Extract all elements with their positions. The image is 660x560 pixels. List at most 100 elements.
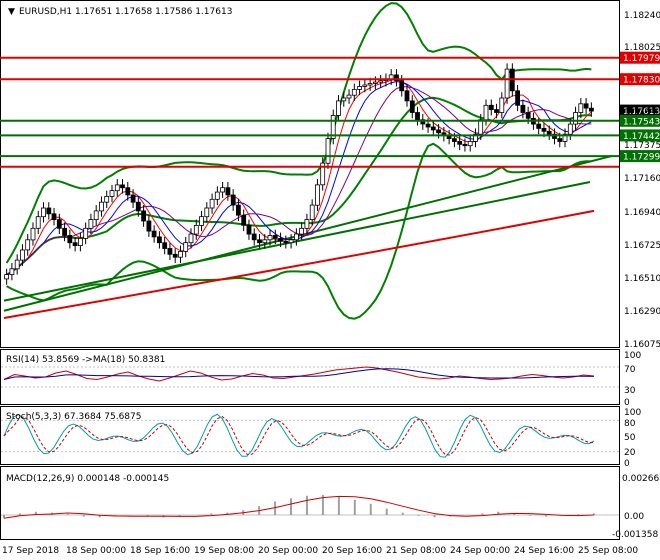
stoch-signal-line bbox=[3, 416, 595, 456]
triangle-down-icon[interactable]: ▼ bbox=[8, 7, 15, 17]
candle-body bbox=[146, 220, 152, 232]
candle-body bbox=[536, 123, 542, 129]
candle-body bbox=[304, 219, 310, 229]
price-tag-label: 1.17442 bbox=[623, 132, 660, 142]
candle-body bbox=[72, 242, 78, 246]
stoch-axis-label: 100 bbox=[624, 408, 641, 418]
candle-body bbox=[420, 119, 426, 125]
candle-body bbox=[41, 207, 46, 218]
candle-body bbox=[525, 112, 531, 119]
candle-body bbox=[362, 84, 368, 87]
bollinger-upper-band bbox=[5, 2, 592, 264]
candle-body bbox=[62, 227, 67, 236]
candle-body bbox=[30, 227, 36, 241]
candle-body bbox=[220, 187, 226, 193]
candle-body bbox=[473, 133, 478, 142]
candle-body bbox=[78, 237, 83, 246]
candle-body bbox=[125, 187, 131, 196]
candle-body bbox=[283, 240, 289, 244]
candle-body bbox=[46, 207, 52, 215]
candle-body bbox=[183, 242, 189, 252]
candle-body bbox=[204, 207, 210, 218]
candle-body bbox=[399, 80, 405, 92]
macd-panel-frame bbox=[0, 466, 620, 540]
candle-body bbox=[267, 235, 273, 241]
candle-body bbox=[288, 239, 294, 244]
candle-body bbox=[9, 268, 15, 275]
time-axis-label: 19 Sep 08:00 bbox=[194, 546, 254, 556]
time-axis-label: 25 Sep 08:00 bbox=[578, 546, 638, 556]
time-axis-label: 24 Sep 00:00 bbox=[450, 546, 510, 556]
candle-body bbox=[404, 90, 410, 102]
rsi-signal-line bbox=[3, 368, 595, 380]
candle-body bbox=[330, 115, 336, 139]
candle-body bbox=[88, 219, 94, 229]
price-tag-label: 1.17979 bbox=[623, 54, 660, 64]
symbol-header: EURUSD,H1 1.17651 1.17658 1.17586 1.1761… bbox=[19, 7, 232, 17]
candle-body bbox=[141, 210, 147, 222]
rsi-axis-label: 70 bbox=[624, 365, 636, 375]
candle-body bbox=[25, 239, 31, 251]
price-tag bbox=[620, 150, 660, 163]
price-axis-label: 1.16075 bbox=[624, 340, 660, 350]
candle-body bbox=[156, 236, 162, 244]
rsi-axis-label: 100 bbox=[624, 351, 641, 361]
candle-body bbox=[99, 201, 104, 212]
stoch-series-layer bbox=[1, 413, 619, 458]
candle-body bbox=[178, 250, 183, 258]
candle-body bbox=[457, 140, 463, 145]
candle-body bbox=[394, 74, 399, 82]
candle-body bbox=[4, 274, 9, 280]
candle-body bbox=[467, 140, 473, 147]
candle-body bbox=[56, 219, 62, 229]
long-moving-average bbox=[3, 209, 595, 319]
candle-body bbox=[478, 119, 484, 135]
candle-body bbox=[109, 190, 115, 197]
candle-body bbox=[214, 191, 220, 200]
rsi-axis-label: 30 bbox=[624, 386, 636, 396]
macd-axis-label: 0.002668 bbox=[622, 474, 660, 484]
rsi-label: RSI(14) 53.8569 ->MA(18) 50.8381 bbox=[6, 355, 165, 365]
candle-body bbox=[230, 194, 236, 206]
candle-body bbox=[314, 184, 320, 206]
slow-moving-average bbox=[6, 86, 592, 276]
candle-body bbox=[193, 224, 199, 235]
candle-body bbox=[367, 83, 373, 86]
candle-body bbox=[415, 112, 420, 121]
time-axis-label: 20 Sep 16:00 bbox=[322, 546, 382, 556]
candle-body bbox=[499, 97, 505, 113]
candle-body bbox=[135, 201, 141, 212]
candle-body bbox=[567, 123, 573, 135]
candle-body bbox=[351, 89, 357, 96]
mid-moving-average bbox=[6, 81, 592, 276]
candle-body bbox=[51, 213, 57, 221]
candle-body bbox=[541, 127, 547, 132]
candle-body bbox=[67, 235, 73, 244]
stoch-label: Stoch(5,3,3) 67.3684 75.6875 bbox=[6, 412, 141, 422]
candle-body bbox=[425, 123, 431, 128]
candle-body bbox=[235, 204, 241, 216]
candle-body bbox=[357, 86, 363, 90]
horizontal-levels-layer bbox=[0, 56, 619, 168]
candle-body bbox=[504, 68, 510, 99]
candle-body bbox=[346, 94, 352, 99]
candle-body bbox=[151, 230, 157, 238]
stoch-axis-label: 20 bbox=[624, 448, 636, 458]
candle-body bbox=[299, 227, 305, 235]
candle-body bbox=[409, 100, 415, 113]
price-tag bbox=[620, 129, 660, 142]
price-tag bbox=[620, 104, 660, 117]
macd-label: MACD(12,26,9) 0.000148 -0.000145 bbox=[6, 474, 169, 484]
candle-body bbox=[589, 107, 594, 112]
rsi-axis-label: 0 bbox=[624, 398, 630, 408]
macd-axis-label: -0.001358 bbox=[612, 530, 658, 540]
price-axis-label: 1.17590 bbox=[624, 108, 660, 118]
candle-body bbox=[262, 239, 268, 244]
stoch-panel-frame bbox=[0, 406, 620, 465]
price-axis-label: 1.16940 bbox=[624, 208, 660, 218]
candle-body bbox=[35, 216, 41, 229]
price-axis-label: 1.18240 bbox=[624, 11, 660, 21]
